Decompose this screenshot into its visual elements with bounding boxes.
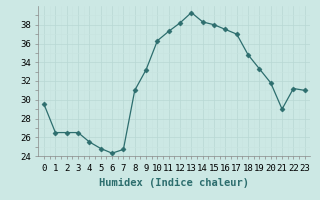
X-axis label: Humidex (Indice chaleur): Humidex (Indice chaleur) xyxy=(100,178,249,188)
